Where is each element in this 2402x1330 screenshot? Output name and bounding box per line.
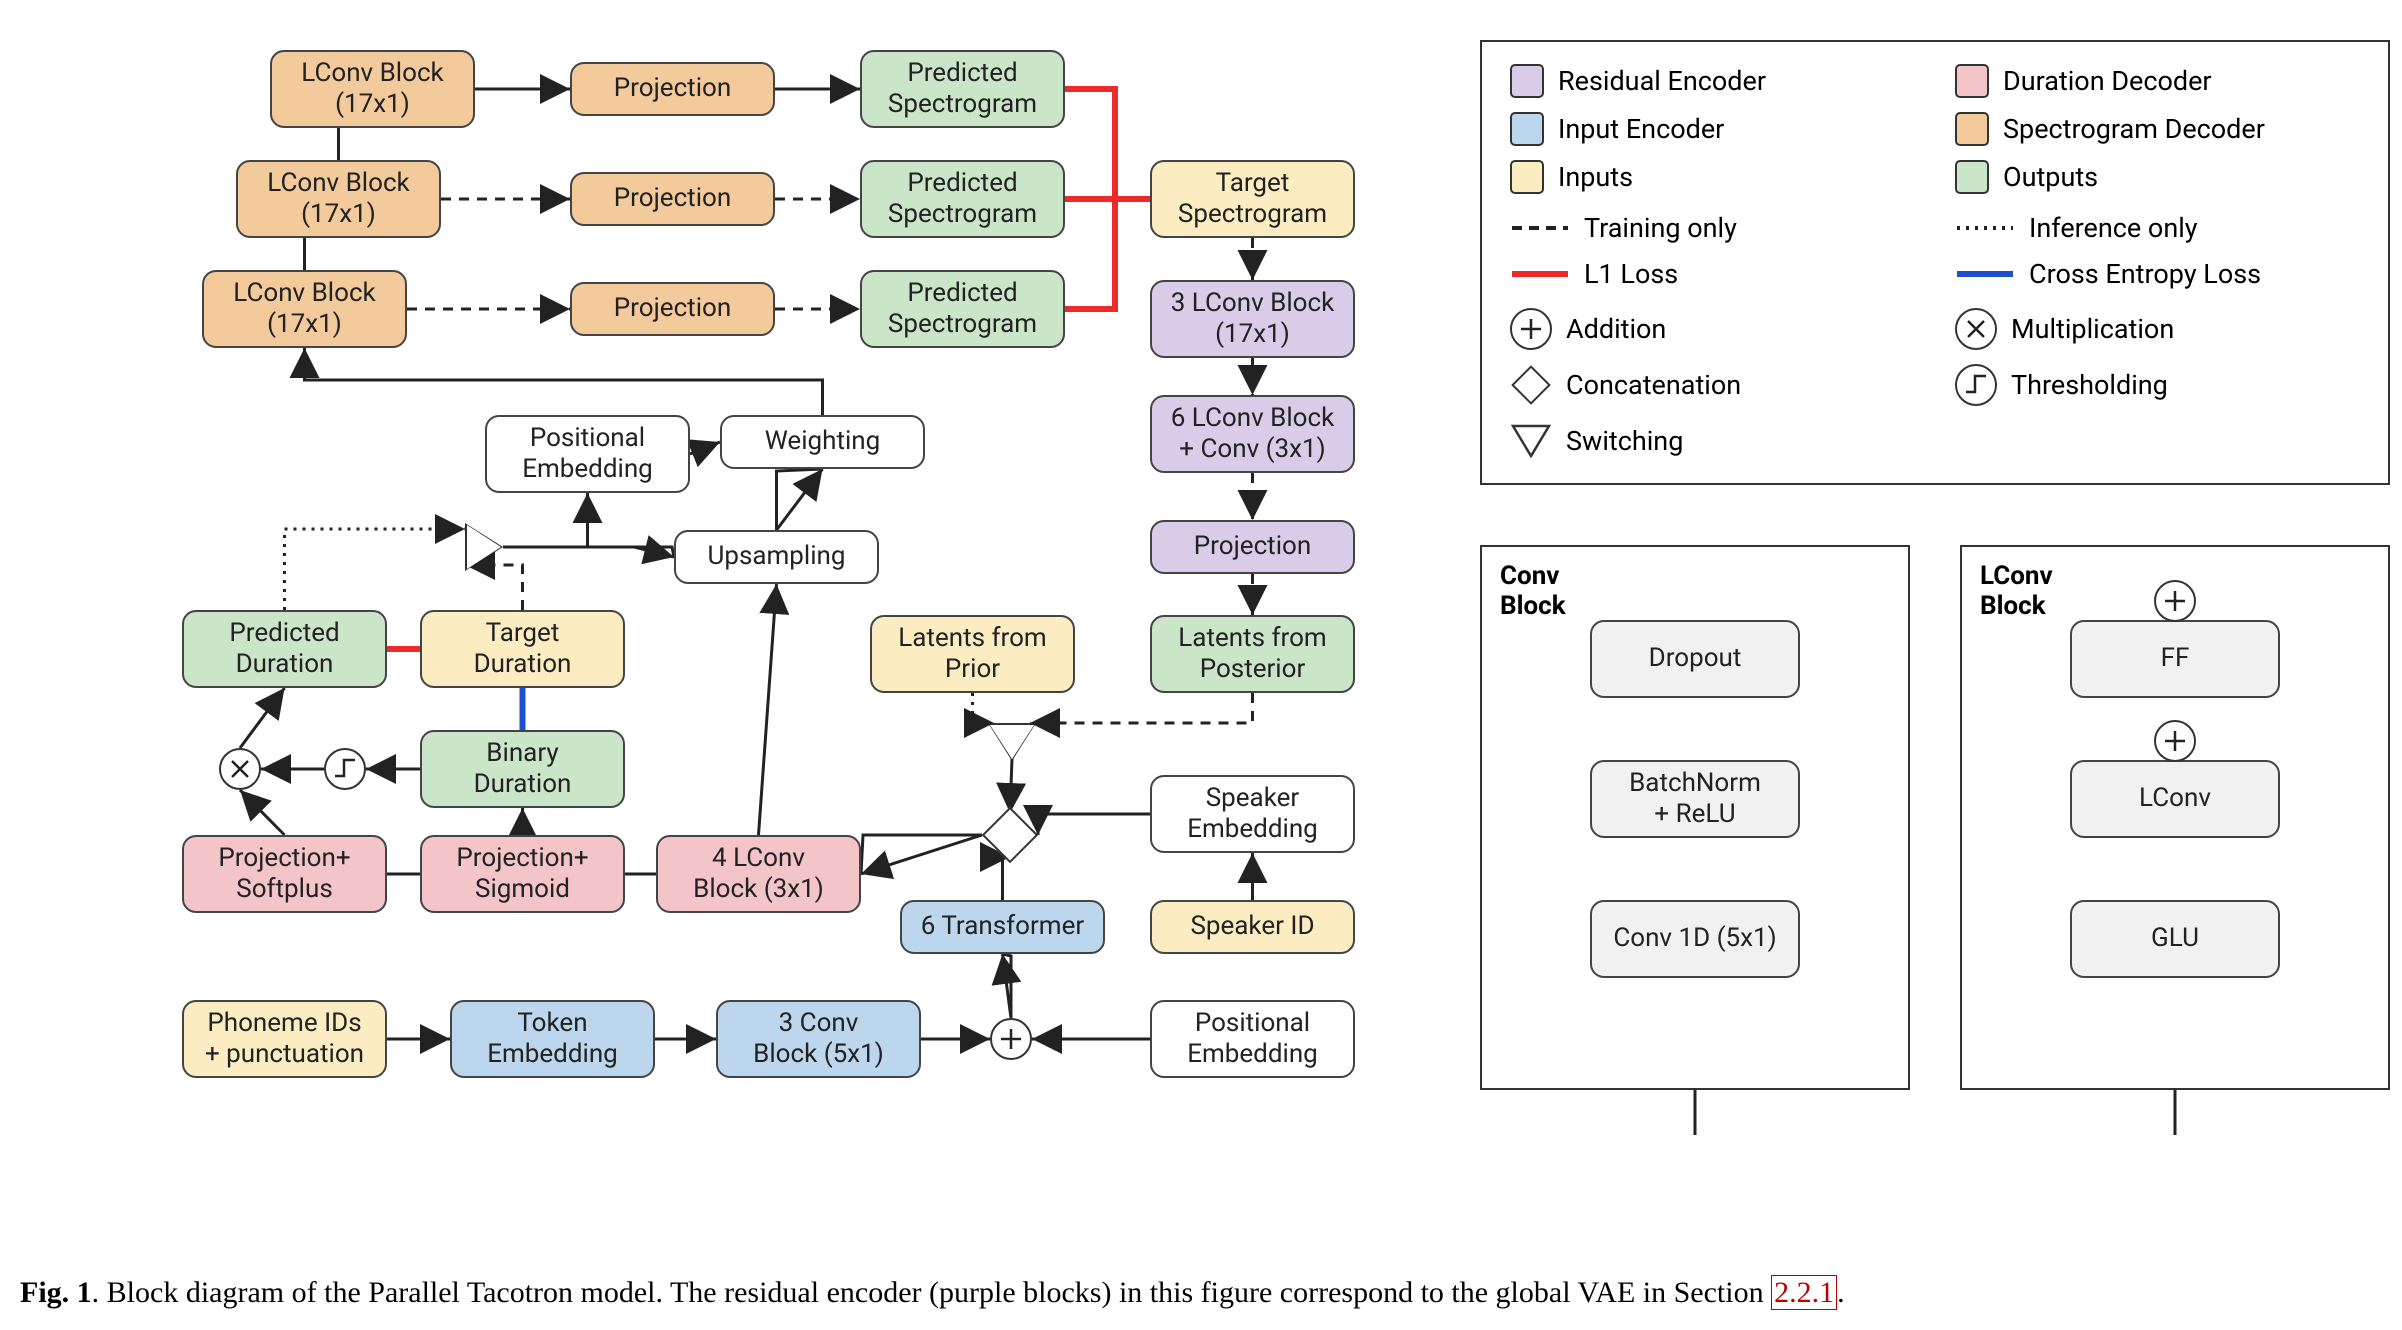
node-target_spec: TargetSpectrogram — [1150, 160, 1355, 238]
node-latents_prior: Latents fromPrior — [870, 615, 1075, 693]
op-thresh — [324, 748, 366, 790]
legend-line: Inference only — [1955, 212, 2360, 244]
subblock-row: Conv 1D (5x1) — [1590, 900, 1800, 978]
node-res_proj: Projection — [1150, 520, 1355, 574]
node-res_6lconv: 6 LConv Block+ Conv (3x1) — [1150, 395, 1355, 473]
lconv-add1 — [2154, 580, 2196, 622]
op-mul — [219, 748, 261, 790]
node-lconv3: LConv Block(17x1) — [202, 270, 407, 348]
node-pos_emb_top: PositionalEmbedding — [485, 415, 690, 493]
subblock-row: GLU — [2070, 900, 2280, 978]
node-target_dur: TargetDuration — [420, 610, 625, 688]
node-token_emb: TokenEmbedding — [450, 1000, 655, 1078]
op-switch-duration — [467, 525, 501, 569]
legend-lines: Training only Inference only L1 Loss Cross … — [1510, 212, 2360, 304]
caption-text2: . — [1837, 1276, 1845, 1309]
legend-op: Multiplication — [1955, 308, 2360, 350]
node-conv3_5x1: 3 ConvBlock (5x1) — [716, 1000, 921, 1078]
node-transformer6: 6 Transformer — [900, 900, 1105, 954]
figure-caption: Fig. 1. Block diagram of the Parallel Ta… — [20, 1276, 2402, 1310]
node-proj1: Projection — [570, 62, 775, 116]
node-speaker_emb: SpeakerEmbedding — [1150, 775, 1355, 853]
node-latents_post: Latents fromPosterior — [1150, 615, 1355, 693]
legend-op: Concatenation — [1510, 364, 1915, 406]
legend-item: Outputs — [1955, 160, 2360, 194]
node-pred_dur: PredictedDuration — [182, 610, 387, 688]
node-res_3lconv: 3 LConv Block(17x1) — [1150, 280, 1355, 358]
node-predspec2: PredictedSpectrogram — [860, 160, 1065, 238]
node-lconv4_3x1: 4 LConvBlock (3x1) — [656, 835, 861, 913]
legend-op: Addition — [1510, 308, 1915, 350]
node-binary_dur: BinaryDuration — [420, 730, 625, 808]
node-weighting: Weighting — [720, 415, 925, 469]
lconv-add2 — [2154, 720, 2196, 762]
convblock-title: ConvBlock — [1500, 561, 1566, 621]
caption-ref: 2.2.1 — [1771, 1275, 1837, 1310]
legend-op: Thresholding — [1955, 364, 2360, 406]
legend-item: Inputs — [1510, 160, 1915, 194]
node-proj3: Projection — [570, 282, 775, 336]
node-lconv1: LConv Block(17x1) — [270, 50, 475, 128]
legend-item: Duration Decoder — [1955, 64, 2360, 98]
caption-text1: . Block diagram of the Parallel Tacotron… — [92, 1276, 1771, 1309]
legend-item: Spectrogram Decoder — [1955, 112, 2360, 146]
op-concat — [982, 807, 1039, 864]
node-proj2: Projection — [570, 172, 775, 226]
node-lconv2: LConv Block(17x1) — [236, 160, 441, 238]
node-phoneme: Phoneme IDs+ punctuation — [182, 1000, 387, 1078]
node-predspec3: PredictedSpectrogram — [860, 270, 1065, 348]
caption-fignum: Fig. 1 — [20, 1276, 92, 1309]
node-speaker_id: Speaker ID — [1150, 900, 1355, 954]
diagram-canvas: Residual Encoder Duration Decoder Input En… — [20, 20, 2402, 1310]
legend-ops: Addition Multiplication Concatenation Thres… — [1510, 308, 2360, 476]
node-proj_softplus: Projection+Softplus — [182, 835, 387, 913]
legend-item: Input Encoder — [1510, 112, 1915, 146]
subblock-row: Dropout — [1590, 620, 1800, 698]
op-switch-latents — [990, 725, 1034, 759]
node-upsampling: Upsampling — [674, 530, 879, 584]
node-predspec1: PredictedSpectrogram — [860, 50, 1065, 128]
legend-line: L1 Loss — [1510, 258, 1915, 290]
node-pos_emb_bot: PositionalEmbedding — [1150, 1000, 1355, 1078]
subblock-row: FF — [2070, 620, 2280, 698]
node-proj_sigmoid: Projection+Sigmoid — [420, 835, 625, 913]
op-add — [990, 1018, 1032, 1060]
subblock-row: BatchNorm+ ReLU — [1590, 760, 1800, 838]
legend-line: Training only — [1510, 212, 1915, 244]
subblock-row: LConv — [2070, 760, 2280, 838]
legend-line: Cross Entropy Loss — [1955, 258, 2360, 290]
legend-panel: Residual Encoder Duration Decoder Input En… — [1480, 40, 2390, 485]
legend-op: Switching — [1510, 420, 1915, 462]
lconvblock-title: LConvBlock — [1980, 561, 2053, 621]
legend-item: Residual Encoder — [1510, 64, 1915, 98]
